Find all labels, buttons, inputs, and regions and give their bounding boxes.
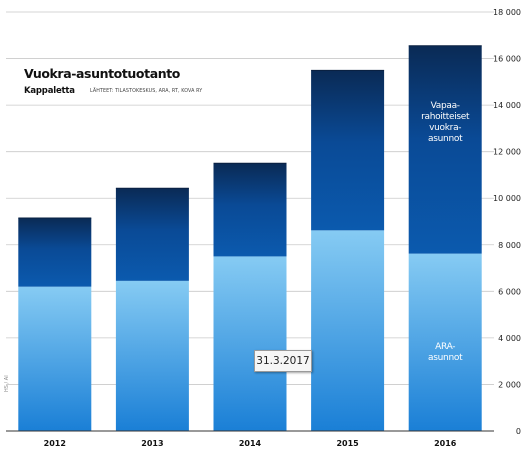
y-tick-label: 6 000 [498,287,521,296]
date-annotation: 31.3.2017 [254,350,312,372]
bar-2015-series-1 [311,70,385,231]
bar-2014-series-1 [213,163,287,257]
series-label-ara: ARA-asunnot [428,341,463,363]
y-tick-label: 12 000 [493,148,521,157]
y-tick-label: 10 000 [493,194,521,203]
chart-source: LÄHTEET: TILASTOKESKUS, ARA, RT, KOVA RY [90,89,203,94]
y-tick-label: 0 [516,427,521,436]
bar-2013-series-1 [115,188,189,281]
bar-2014-series-0 [213,256,287,431]
axes: 0 2 000 4 000 6 000 8 000 10 000 12 000 14 000 1… [6,8,521,448]
bar-2015-series-0 [311,230,385,431]
y-tick-label: 4 000 [498,334,521,343]
bar-2012-series-1 [18,218,92,287]
bar-2016-series-0 [408,253,482,431]
chart-title: Vuokra-asuntotuotanto [24,66,180,81]
chart-subtitle: Kappaletta [24,86,75,96]
bar-2016-series-1 [408,45,482,254]
bars [18,45,482,431]
chart-credit: HS / AI [4,375,10,392]
y-tick-label: 16 000 [493,55,521,64]
bar-2013-series-0 [115,280,189,431]
x-tick-label-2012: 2012 [44,439,66,448]
series-label-vapaa: Vapaa-rahoitteiset vuokra-asunnot [421,100,470,144]
y-tick-label: 2 000 [498,380,521,389]
y-tick-label: 14 000 [493,101,521,110]
x-tick-label-2016: 2016 [434,439,457,448]
x-tick-label-2014: 2014 [239,439,262,448]
x-tick-label-2015: 2015 [336,439,359,448]
bar-2012-series-0 [18,286,92,431]
x-tick-label-2013: 2013 [141,439,163,448]
y-tick-label: 18 000 [493,8,521,17]
y-tick-label: 8 000 [498,241,521,250]
